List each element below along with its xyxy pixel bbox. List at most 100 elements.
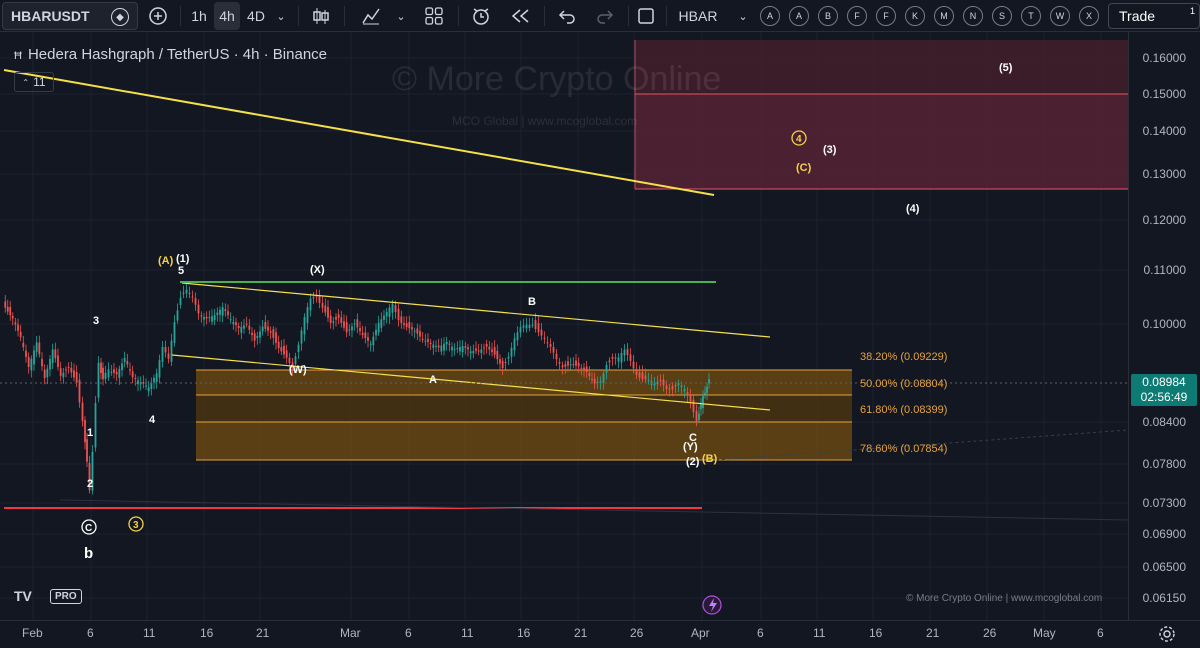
candle-body <box>211 316 213 322</box>
candle-body <box>432 344 435 348</box>
price-tick-label: 0.06900 <box>1142 527 1186 541</box>
redo-button[interactable] <box>590 2 620 30</box>
candle-body <box>30 358 33 371</box>
candle-body <box>253 333 256 341</box>
candle-body <box>702 395 704 408</box>
candle-body <box>435 345 437 347</box>
candle-body <box>626 349 629 356</box>
trade-button[interactable]: Trade 1 <box>1108 3 1200 29</box>
current-price: 0.08984 <box>1142 375 1186 389</box>
event-badge[interactable]: N <box>963 6 983 26</box>
event-badge[interactable]: S <box>992 6 1012 26</box>
settings-button[interactable] <box>1158 625 1176 648</box>
fullscreen-button[interactable] <box>632 2 660 30</box>
price-axis[interactable] <box>1128 32 1200 620</box>
candle-body <box>572 364 575 366</box>
replay-button[interactable] <box>506 2 536 30</box>
event-badge[interactable]: K <box>905 6 925 26</box>
candle-body <box>343 321 345 328</box>
time-tick-label: Feb <box>22 626 43 640</box>
event-badge[interactable]: F <box>847 6 867 26</box>
candle-body <box>617 357 620 362</box>
candle-body <box>100 362 102 373</box>
candle-body <box>73 370 75 378</box>
indicators-dropdown-icon[interactable]: ⌄ <box>396 10 406 23</box>
candle-body <box>408 322 411 329</box>
candle-body <box>337 314 340 318</box>
candle-body <box>689 394 692 403</box>
candle-body <box>668 388 671 390</box>
candle-body <box>153 377 155 383</box>
candle-body <box>555 353 558 360</box>
candle-body <box>704 392 706 395</box>
projection-line-2 <box>59 499 1128 521</box>
undo-button[interactable] <box>552 2 582 30</box>
wave-label-B: B <box>528 296 536 308</box>
event-badge[interactable]: T <box>1021 6 1041 26</box>
candle-body <box>583 367 585 371</box>
candle-body <box>569 364 572 366</box>
timeframe-4h-button[interactable]: 4h <box>214 2 240 30</box>
event-badge[interactable]: X <box>1079 6 1099 26</box>
candle-body <box>25 350 27 358</box>
target-zone-upper <box>635 40 1128 94</box>
candle-body <box>692 399 695 412</box>
candle-body <box>419 331 421 337</box>
event-badge[interactable]: A <box>760 6 780 26</box>
candle-body <box>332 321 335 323</box>
wave-label-c-circle: C <box>85 523 92 534</box>
time-tick-label: 6 <box>757 626 764 640</box>
diamond-icon[interactable]: ◆ <box>111 8 129 26</box>
event-badge[interactable]: A <box>789 6 809 26</box>
candle-body <box>385 312 388 317</box>
candle-type-button[interactable] <box>306 2 336 30</box>
time-tick-label: 26 <box>630 626 644 640</box>
layouts-button[interactable] <box>420 2 448 30</box>
candle-body <box>4 301 7 308</box>
compare-symbol[interactable]: HBAR <box>678 8 718 24</box>
candle-body <box>203 316 205 320</box>
event-badge[interactable]: B <box>818 6 838 26</box>
candle-body <box>219 309 221 315</box>
add-symbol-button[interactable] <box>144 2 172 30</box>
candle-body <box>558 362 561 364</box>
candle-body <box>665 385 668 389</box>
candle-body <box>131 371 134 378</box>
candle-body <box>329 315 332 323</box>
price-tick-label: 0.07800 <box>1142 457 1186 471</box>
candle-body <box>121 363 123 371</box>
event-badge[interactable]: F <box>876 6 896 26</box>
wave-label-4: 4 <box>149 414 156 426</box>
fib-label-50: 50.00% (0.08804) <box>860 378 947 390</box>
event-badge[interactable]: W <box>1050 6 1070 26</box>
time-tick-label: Mar <box>340 626 361 640</box>
candle-body <box>102 367 104 380</box>
chart-legend-title[interactable]: Ħ Hedera Hashgraph / TetherUS · 4h · Bina… <box>14 46 327 63</box>
candle-body <box>456 348 459 350</box>
candle-body <box>369 343 372 345</box>
candle-body <box>477 350 480 352</box>
alert-button[interactable] <box>466 2 496 30</box>
time-axis[interactable] <box>0 620 1200 648</box>
timeframe-4d-button[interactable]: 4D <box>247 8 265 24</box>
candle-body <box>531 324 534 326</box>
price-tick-label: 0.11000 <box>1143 263 1187 277</box>
time-tick-label: 11 <box>143 626 156 640</box>
event-badge[interactable]: M <box>934 6 954 26</box>
symbol-search-button[interactable]: HBARUSDT ◆ <box>2 2 138 30</box>
wave-label-C-paren: (C) <box>796 162 812 174</box>
price-chart[interactable]: (A) (1) 5 (X) (W) A B C (Y) (2) (B) 3 4 … <box>0 32 1128 620</box>
timeframe-dropdown-icon[interactable]: ⌄ <box>276 10 286 23</box>
timeframe-1h-button[interactable]: 1h <box>191 8 207 24</box>
indicator-toggle[interactable]: ⌃ 11 <box>14 72 54 92</box>
candles-icon <box>313 8 329 24</box>
candle-body <box>94 402 97 448</box>
compare-dropdown-icon[interactable]: ⌄ <box>738 10 748 23</box>
indicators-button[interactable] <box>356 2 386 30</box>
candle-body <box>229 319 232 321</box>
candle-body <box>507 356 510 359</box>
candle-body <box>170 340 173 362</box>
tradingview-logo[interactable]: TV PRO <box>14 588 86 606</box>
candle-body <box>237 325 240 329</box>
current-price-badge: 0.08984 02:56:49 <box>1131 374 1197 406</box>
